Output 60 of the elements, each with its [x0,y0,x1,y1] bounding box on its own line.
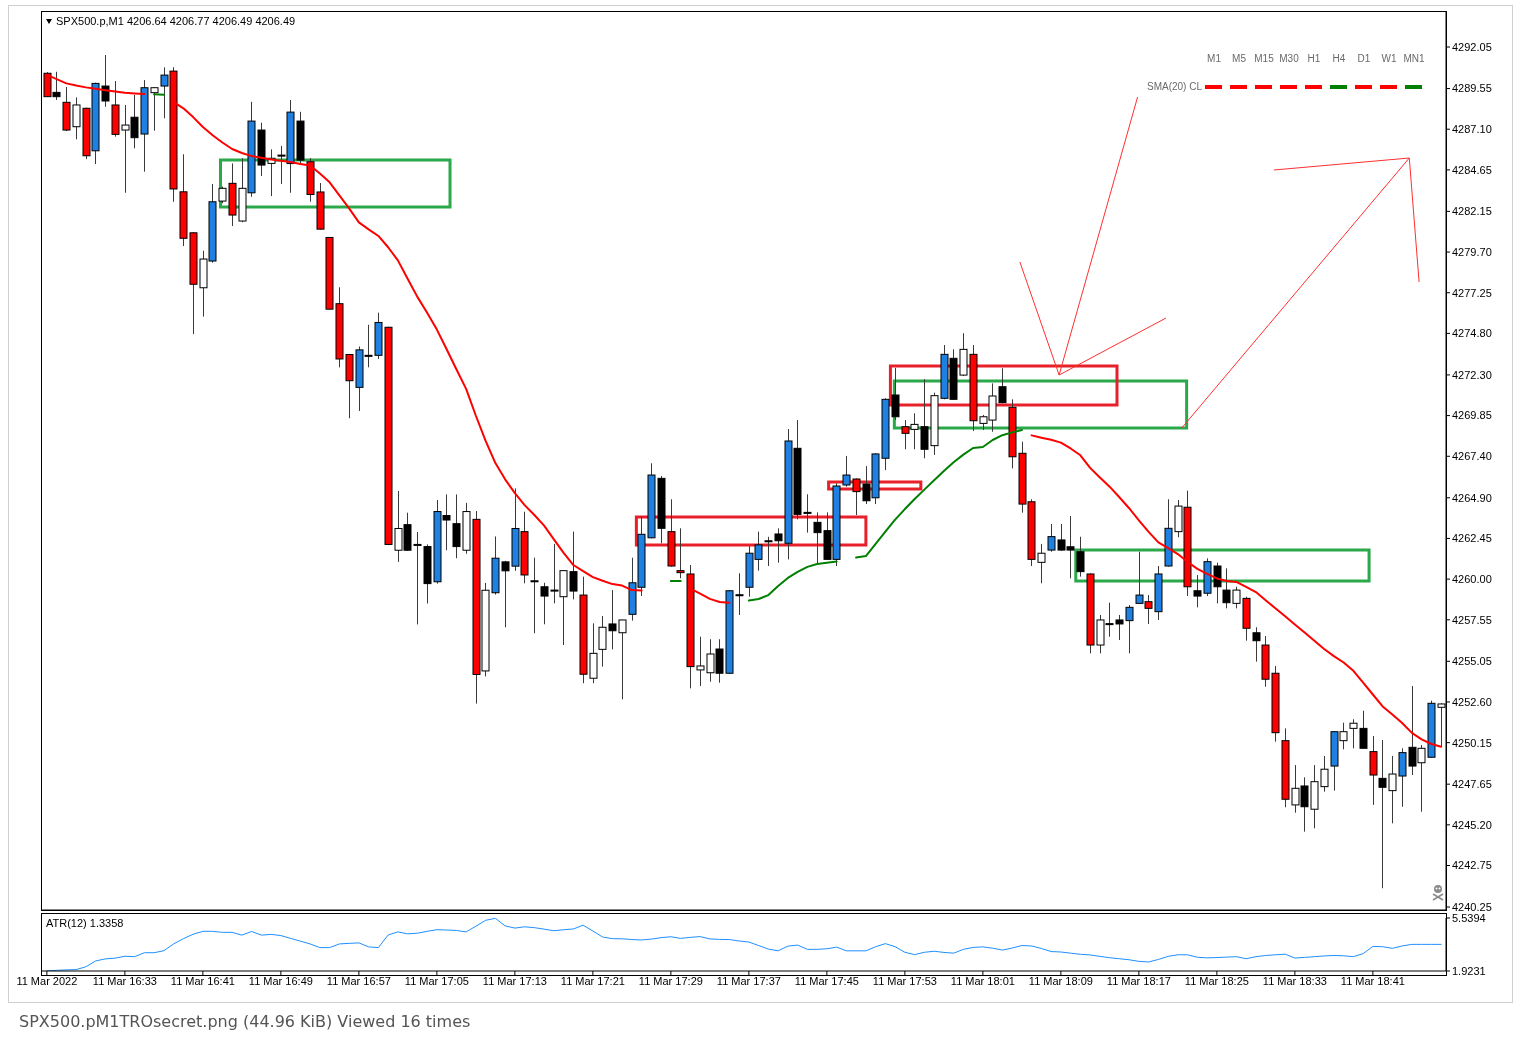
text: SPX500.pM1TROsecret.png (44.96 KiB) Viewed 16 times [19,1012,471,1032]
y-tick-label: 4242.75 [1452,859,1492,872]
y-tick-label: 4287.10 [1452,123,1492,136]
chart-title: SPX500.p,M1 4206.64 4206.77 4206.49 4206.49 [56,15,296,28]
y-tick-label: 4262.45 [1452,532,1492,545]
annotation: M15 [1253,53,1275,65]
y-tick-label: 4272.30 [1452,368,1492,381]
candlestick [1369,735,1378,806]
y-tick-label: 4292.05 [1452,40,1492,53]
y-tick-label: 1.9231 [1452,964,1486,977]
annotation: M30 [1278,53,1300,65]
x-tick-label: 11 Mar 18:33 [1262,974,1327,987]
x-tick-label: 11 Mar 18:17 [1106,974,1171,987]
x-tick-label: 11 Mar 18:25 [1184,974,1249,987]
x-tick-label: 11 Mar 17:37 [716,974,781,987]
candlestick [1252,626,1261,663]
y-tick-label: 4245.20 [1452,818,1492,831]
y-tick-label: 4284.65 [1452,163,1492,176]
x-tick-label: 11 Mar 16:49 [248,974,313,987]
x-tick-label: 11 Mar 2022 [16,974,78,987]
annotation: W1 [1380,53,1398,65]
candlestick [1076,536,1085,578]
y-tick-label: 4250.15 [1452,736,1492,749]
x-tick-label: 11 Mar 17:45 [794,974,859,987]
candlestick [530,557,539,634]
y-tick-label: 4260.00 [1452,573,1492,586]
annotation: M1 [1206,53,1222,65]
annotation: SMA(20) CL [1146,81,1202,93]
x-tick-label: 11 Mar 16:41 [170,974,235,987]
y-tick-label: 4289.55 [1452,82,1492,95]
y-tick-label: 4269.85 [1452,409,1492,422]
y-tick-label: 4257.55 [1452,613,1492,626]
x-tick-label: 11 Mar 18:01 [950,974,1015,987]
y-tick-label: 4240.25 [1452,900,1492,913]
y-tick-label: 4279.70 [1452,245,1492,258]
annotation: MN1 [1402,53,1426,65]
annotation: M5 [1231,53,1247,65]
x-tick-label: 11 Mar 17:13 [482,974,547,987]
y-tick-label: 4264.90 [1452,491,1492,504]
x-tick-label: 11 Mar 17:53 [872,974,937,987]
y-tick-label: 4277.25 [1452,286,1492,299]
y-tick-label: 4267.40 [1452,450,1492,463]
y-tick-label: 4255.05 [1452,655,1492,668]
annotation: H1 [1306,53,1322,65]
y-tick-label: 4282.15 [1452,205,1492,218]
chart-title: ATR(12) 1.3358 [46,917,124,930]
annotation: D1 [1356,53,1372,65]
y-tick-label: 5.5394 [1452,911,1486,924]
x-tick-label: 11 Mar 18:41 [1340,974,1405,987]
x-tick-label: 11 Mar 16:33 [92,974,157,987]
x-tick-label: 11 Mar 17:21 [560,974,625,987]
y-tick-label: 4247.65 [1452,778,1492,791]
y-tick-label: 4274.80 [1452,327,1492,340]
annotation: H4 [1331,53,1347,65]
candlestick [676,527,685,579]
x-tick-label: 11 Mar 18:09 [1028,974,1093,987]
y-tick-label: 4252.60 [1452,695,1492,708]
x-tick-label: 11 Mar 16:57 [326,974,391,987]
x-tick-label: 11 Mar 17:05 [404,974,469,987]
x-tick-label: 11 Mar 17:29 [638,974,703,987]
